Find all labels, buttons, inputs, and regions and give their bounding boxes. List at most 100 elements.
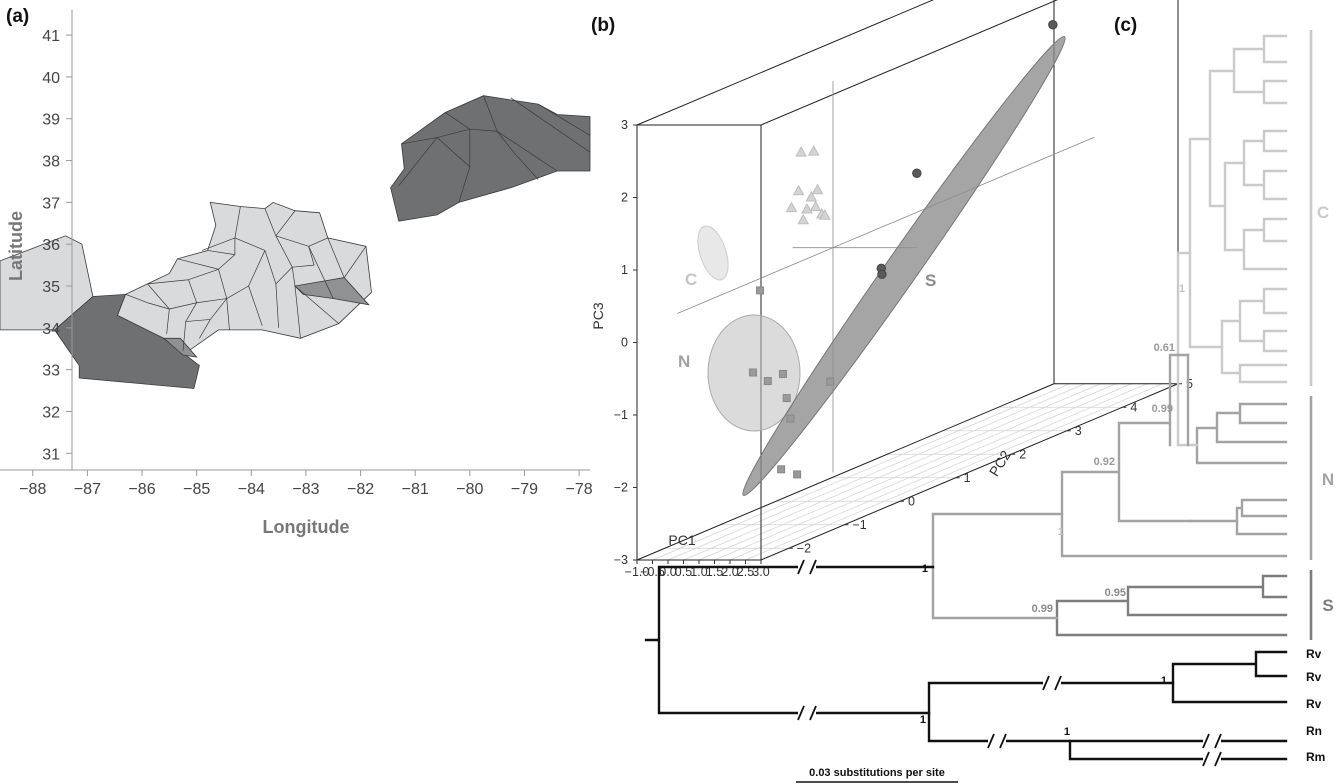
map-border	[177, 258, 219, 270]
pca-point-N	[826, 377, 835, 386]
pca-box-edge	[636, 0, 935, 126]
pca-grid-line	[729, 383, 1148, 561]
map-border	[436, 128, 470, 138]
pca-box-edge	[760, 383, 1179, 561]
map-border	[398, 137, 438, 186]
pca-grid-line	[667, 383, 1086, 561]
map-border	[513, 151, 539, 180]
support-value: 0.99	[1152, 403, 1173, 415]
map-regions	[0, 95, 591, 389]
map-border	[147, 279, 189, 285]
support-value: 1	[920, 714, 926, 726]
pca-y-tick-label: −1	[852, 518, 866, 532]
map-border	[226, 298, 230, 330]
pca-z-tick-label: −2	[614, 481, 628, 495]
map-border	[196, 298, 227, 304]
tip-label: Rn	[1306, 724, 1322, 738]
map-border	[234, 206, 241, 238]
map-border	[496, 131, 514, 153]
map-border	[218, 254, 236, 270]
pca-x-tick-label: 2.5	[737, 565, 754, 579]
map-border	[275, 235, 309, 247]
pca-y-tick-label: 2	[1019, 447, 1026, 461]
map-y-axis-title: Latitude	[6, 211, 26, 281]
pca-z-tick-label: 3	[621, 118, 628, 132]
pca-point-C	[801, 202, 813, 214]
map-border	[308, 237, 328, 247]
map-border	[264, 250, 277, 285]
branch-break-mark	[1202, 751, 1210, 767]
map-y-tick-label: 40	[42, 70, 60, 87]
map-border	[264, 208, 277, 236]
map-border	[483, 95, 498, 132]
pca-y-tick-label: 4	[1130, 400, 1137, 414]
tree-branch	[1242, 129, 1288, 201]
pca-grid-line	[683, 383, 1101, 561]
pca-y-tick-label: 5	[1186, 377, 1193, 391]
panel-b-label: (b)	[591, 15, 615, 36]
pca-point-C	[807, 145, 820, 156]
pca-point-C	[797, 213, 810, 225]
map-border	[188, 279, 197, 303]
pca-box-edge	[760, 0, 1059, 126]
map-border	[401, 137, 438, 145]
map-y-tick-label: 34	[42, 321, 60, 338]
map-y-tick-label: 36	[42, 237, 60, 254]
pca-point-C	[785, 201, 798, 213]
map-region-mid	[162, 337, 198, 358]
map-panel: −88 −87 −86 −85 −84 −83 −82 −81 −80 −79 −78 31 32 33…	[0, 10, 593, 537]
branch-break-mark	[1042, 675, 1050, 691]
pca-point-S	[877, 269, 887, 280]
panel-c-label: (c)	[1114, 15, 1137, 36]
pca-z-axis-title: PC3	[590, 302, 606, 329]
pca-x-tick-label: 1.5	[706, 565, 723, 579]
tree-branch	[1232, 47, 1288, 105]
pca-z-tick-label: −1	[614, 408, 628, 422]
branch-break-mark	[1214, 751, 1222, 767]
pca-y-tick-label: 3	[1075, 424, 1082, 438]
map-y-ticks: 31 32 33 34 35 36 37 38 39 40 41	[42, 28, 72, 463]
pca-label-S: S	[925, 271, 936, 290]
map-border	[185, 302, 197, 322]
map-border	[169, 302, 197, 310]
map-y-tick-label: 32	[42, 404, 60, 421]
pca-point-N	[763, 377, 772, 386]
map-border	[275, 235, 293, 268]
tree-branch	[1171, 650, 1288, 704]
pca-point-N	[777, 465, 786, 474]
map-y-tick-label: 35	[42, 279, 60, 296]
branch-break-mark	[797, 559, 805, 575]
pca-x-axis-title: PC1	[668, 532, 695, 548]
tree-branches	[644, 34, 1288, 761]
tree-branch	[644, 565, 935, 715]
tip-label: Rv	[1306, 670, 1322, 684]
map-border	[147, 283, 170, 310]
map-border	[125, 294, 148, 304]
pca-point-S	[912, 168, 922, 178]
tree-branch	[1188, 137, 1224, 349]
pca-panel: −1.0−0.50.00.51.01.52.02.53.0−2−1012345−…	[590, 0, 1193, 579]
pca-z-tick-label: 2	[621, 191, 628, 205]
map-border	[308, 246, 315, 266]
map-border	[226, 285, 249, 299]
map-border	[445, 112, 471, 130]
map-border	[291, 267, 296, 287]
map-region-mid	[294, 277, 370, 306]
map-border	[188, 268, 219, 281]
clade-label-C: C	[1317, 203, 1329, 222]
pca-point-C	[809, 200, 822, 212]
pca-y-tick-label: −2	[797, 541, 811, 555]
pca-y-tick-label: 0	[908, 494, 915, 508]
pca-point-N	[793, 470, 802, 479]
map-y-tick-label: 38	[42, 154, 60, 171]
support-value: 0.95	[1105, 587, 1126, 599]
support-value: 1	[922, 563, 928, 575]
clade-label-N: N	[1322, 470, 1334, 489]
pca-point-C	[792, 184, 805, 196]
pca-label-C: C	[685, 270, 697, 289]
branch-break-mark	[1054, 675, 1062, 691]
map-border	[510, 97, 591, 153]
pca-point-N	[748, 368, 757, 377]
map-y-tick-label: 37	[42, 195, 60, 212]
